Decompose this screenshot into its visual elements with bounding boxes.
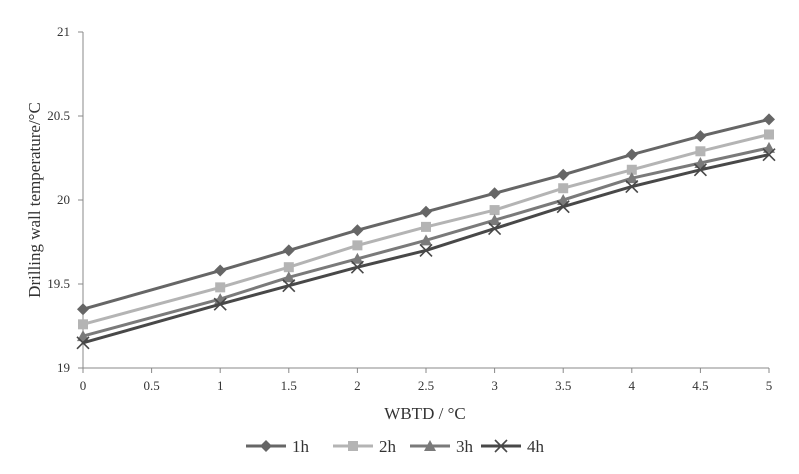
x-tick-label: 4 bbox=[629, 378, 636, 393]
data-point-2h bbox=[352, 240, 363, 251]
x-tick-label: 0 bbox=[80, 378, 87, 393]
data-point-2h bbox=[558, 183, 569, 194]
data-point-3h bbox=[77, 330, 89, 342]
data-point-1h bbox=[420, 205, 432, 218]
data-point-1h bbox=[625, 148, 638, 161]
legend-marker-1h bbox=[260, 440, 272, 452]
series-line-1h bbox=[82, 117, 770, 311]
data-point-4h bbox=[556, 200, 570, 214]
data-point-4h bbox=[762, 148, 776, 162]
y-tick-label: 20.5 bbox=[47, 108, 70, 123]
data-point-3h bbox=[557, 194, 570, 205]
data-point-4h bbox=[213, 297, 227, 311]
data-point-1h bbox=[488, 187, 501, 200]
data-point-3h bbox=[420, 234, 432, 246]
data-point-1h bbox=[763, 113, 775, 126]
series-line-2h bbox=[82, 133, 770, 326]
data-point-4h bbox=[350, 260, 364, 274]
x-tick-label: 2.5 bbox=[418, 378, 434, 393]
data-point-1h bbox=[214, 264, 227, 277]
series-line-3h bbox=[82, 146, 770, 338]
axes: 19 19.5 20 20.5 21 0 0.5 1 1.5 2 2.5 3 3.5 4 4.5 5 bbox=[47, 24, 772, 393]
series-4h bbox=[76, 148, 776, 350]
data-point-1h bbox=[77, 303, 89, 316]
series-line-4h bbox=[82, 153, 770, 345]
x-axis-title: WBTD / °C bbox=[384, 404, 465, 423]
y-axis-title: Drilling wall temperature/°C bbox=[25, 102, 44, 298]
x-tick-label: 5 bbox=[766, 378, 773, 393]
data-point-3h bbox=[694, 157, 707, 169]
legend-marker-4h bbox=[494, 439, 508, 453]
x-tick-label: 1 bbox=[217, 378, 224, 393]
data-point-1h bbox=[351, 224, 364, 237]
series-2h bbox=[78, 129, 774, 330]
data-point-2h bbox=[489, 205, 500, 216]
data-point-4h bbox=[419, 243, 433, 257]
data-point-1h bbox=[557, 168, 570, 181]
data-point-1h bbox=[694, 130, 707, 143]
data-point-3h bbox=[351, 252, 364, 264]
x-tick-label: 4.5 bbox=[692, 378, 708, 393]
data-point-3h bbox=[282, 271, 295, 283]
data-point-4h bbox=[76, 336, 90, 350]
data-point-3h bbox=[763, 141, 775, 153]
data-point-2h bbox=[215, 282, 226, 293]
legend-label: 4h bbox=[527, 437, 545, 456]
x-tick-label: 2 bbox=[354, 378, 361, 393]
legend-marker-3h bbox=[424, 440, 436, 451]
legend: 1h 2h 3h 4h bbox=[246, 437, 545, 456]
legend-item-3h: 3h bbox=[410, 437, 474, 456]
x-tick-label: 3.5 bbox=[555, 378, 571, 393]
legend-item-2h: 2h bbox=[333, 437, 397, 456]
data-point-4h bbox=[282, 279, 296, 293]
plot-area bbox=[76, 113, 776, 350]
x-tick-label: 3 bbox=[491, 378, 498, 393]
y-tick-label: 19 bbox=[57, 360, 70, 375]
x-tick-label: 1.5 bbox=[281, 378, 297, 393]
data-point-2h bbox=[421, 221, 431, 232]
legend-label: 3h bbox=[456, 437, 474, 456]
data-point-2h bbox=[283, 262, 294, 273]
data-point-4h bbox=[625, 179, 639, 194]
series-1h bbox=[77, 113, 775, 316]
x-tick-label: 0.5 bbox=[143, 378, 159, 393]
data-point-4h bbox=[693, 163, 707, 177]
legend-item-4h: 4h bbox=[481, 437, 545, 456]
data-point-2h bbox=[764, 129, 774, 140]
data-point-1h bbox=[282, 244, 295, 257]
legend-label: 2h bbox=[379, 437, 397, 456]
data-point-2h bbox=[695, 146, 706, 157]
data-point-3h bbox=[625, 172, 638, 184]
y-tick-label: 21 bbox=[57, 24, 70, 39]
data-point-4h bbox=[488, 221, 502, 236]
data-point-3h bbox=[488, 214, 501, 226]
legend-item-1h: 1h bbox=[246, 437, 310, 456]
series-3h bbox=[77, 141, 775, 342]
legend-label: 1h bbox=[292, 437, 310, 456]
data-point-2h bbox=[626, 164, 637, 175]
data-point-2h bbox=[78, 319, 88, 330]
y-tick-label: 19.5 bbox=[47, 276, 70, 291]
y-tick-label: 20 bbox=[57, 192, 70, 207]
legend-marker-2h bbox=[348, 441, 358, 451]
